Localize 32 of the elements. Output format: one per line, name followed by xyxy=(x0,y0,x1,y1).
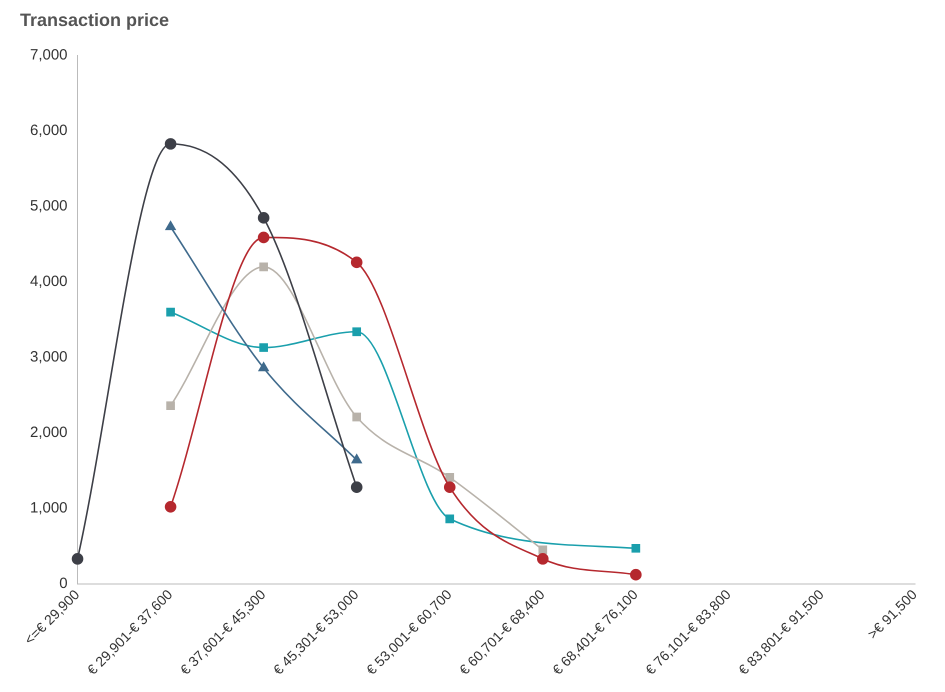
point xyxy=(445,514,454,524)
y-tick-label: 1,000 xyxy=(30,499,68,516)
point xyxy=(166,308,175,316)
chart-title: Transaction price xyxy=(20,10,170,30)
point xyxy=(166,401,175,410)
point xyxy=(350,481,362,493)
point xyxy=(536,553,549,565)
y-tick-label: 5,000 xyxy=(30,198,68,215)
point xyxy=(258,232,270,244)
y-tick-label: 7,000 xyxy=(30,46,68,64)
point xyxy=(632,544,640,553)
point xyxy=(258,362,269,372)
point xyxy=(444,481,456,493)
point xyxy=(259,262,268,272)
point xyxy=(164,500,176,513)
y-tick-label: 0 xyxy=(59,574,68,592)
point xyxy=(164,138,176,150)
y-tick-label: 3,000 xyxy=(30,348,68,366)
y-tick-label: 4,000 xyxy=(30,273,68,290)
point xyxy=(165,221,176,230)
point xyxy=(352,454,362,464)
point xyxy=(72,553,84,565)
point xyxy=(445,473,454,482)
y-tick-label: 6,000 xyxy=(30,122,68,140)
point xyxy=(258,212,270,224)
point xyxy=(538,545,548,554)
point xyxy=(352,412,362,422)
point xyxy=(350,256,362,268)
y-tick-label: 2,000 xyxy=(30,424,68,441)
point xyxy=(259,343,268,352)
point xyxy=(352,327,362,336)
point xyxy=(630,568,642,580)
